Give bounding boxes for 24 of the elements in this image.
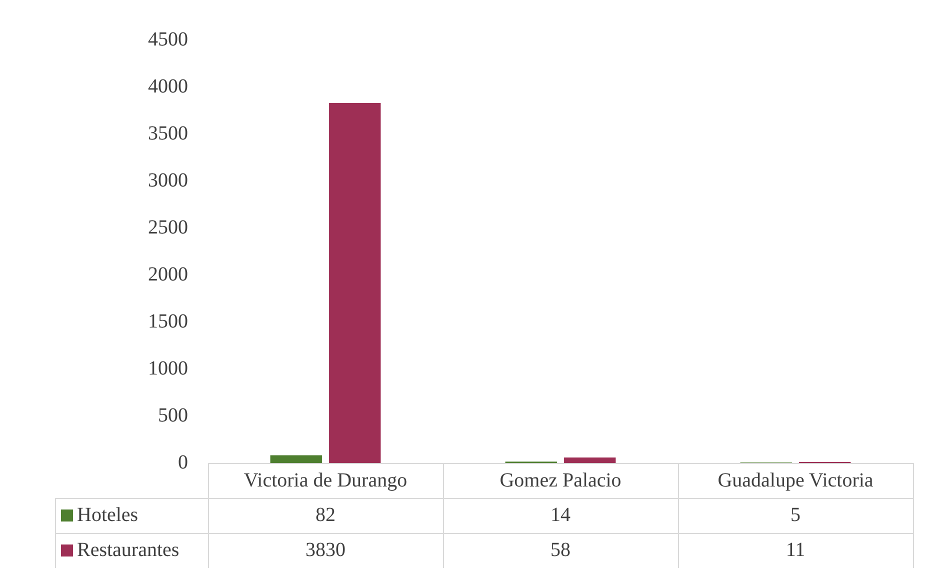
- y-tick-label: 4500: [148, 28, 188, 50]
- y-tick-label: 3000: [148, 169, 188, 192]
- data-label: 11: [786, 538, 806, 561]
- y-tick-label: 1500: [148, 310, 188, 332]
- bar: [270, 455, 322, 463]
- bar: [329, 102, 381, 463]
- y-tick-label: 2500: [148, 216, 188, 238]
- y-tick-label: 3500: [148, 122, 188, 144]
- data-label: 82: [316, 504, 336, 526]
- data-label: 3830: [306, 538, 346, 561]
- data-label: 14: [550, 504, 570, 526]
- data-label: 58: [550, 538, 570, 561]
- y-tick-label: 2000: [148, 263, 188, 286]
- x-tick-label: Gomez Palacio: [500, 469, 622, 492]
- data-label: 5: [790, 504, 800, 526]
- y-tick-label: 1000: [148, 357, 188, 380]
- x-tick-label: Guadalupe Victoria: [718, 469, 874, 492]
- bar: [564, 458, 616, 463]
- legend-label: Restaurantes: [77, 538, 180, 561]
- y-tick-label: 500: [158, 404, 188, 426]
- legend-label: Hoteles: [77, 504, 138, 526]
- y-tick-label: 0: [178, 451, 188, 474]
- x-tick-label: Victoria de Durango: [244, 469, 408, 492]
- y-tick-label: 4000: [148, 75, 188, 98]
